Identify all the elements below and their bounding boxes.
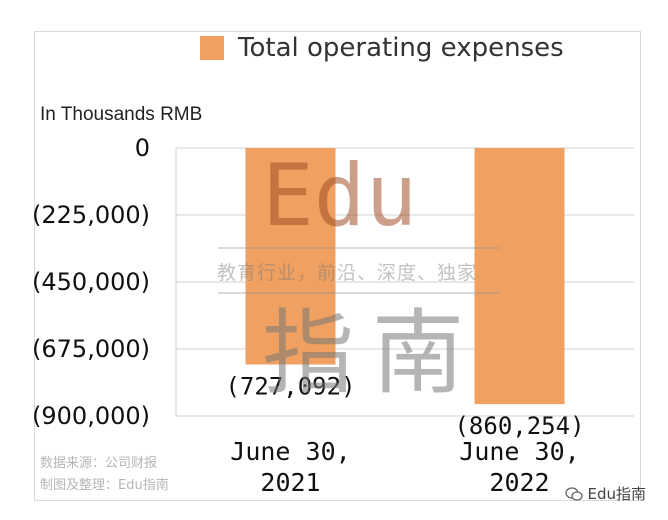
x-tick-label: June 30, — [230, 437, 350, 466]
y-tick-label: (900,000) — [32, 402, 150, 430]
data-label: (860,254) — [454, 412, 584, 440]
x-tick-label: 2022 — [489, 468, 549, 497]
x-tick-label: June 30, — [459, 437, 579, 466]
chart-frame — [34, 31, 641, 501]
brand: Edu指南 — [565, 483, 646, 504]
watermark-tagline: 教育行业，前沿、深度、独家 — [217, 262, 478, 284]
y-tick-label: 0 — [135, 134, 150, 162]
footnote-source: 数据来源：公司财报 — [40, 456, 158, 471]
footnote-credit: 制图及整理：Edu指南 — [40, 478, 169, 493]
x-tick-label: 2021 — [260, 468, 320, 497]
y-tick-label: (675,000) — [32, 335, 150, 363]
wechat-icon — [565, 486, 584, 501]
y-axis-unit-label: In Thousands RMB — [40, 104, 203, 125]
legend-label: Total operating expenses — [238, 33, 564, 63]
legend-swatch — [200, 36, 224, 60]
bar — [474, 148, 565, 405]
y-tick-label: (225,000) — [32, 201, 150, 229]
bar — [245, 148, 336, 365]
brand-label: Edu指南 — [587, 485, 646, 503]
data-label: (727,092) — [225, 373, 355, 401]
legend: Total operating expenses — [200, 30, 564, 66]
y-tick-label: (450,000) — [32, 268, 150, 296]
